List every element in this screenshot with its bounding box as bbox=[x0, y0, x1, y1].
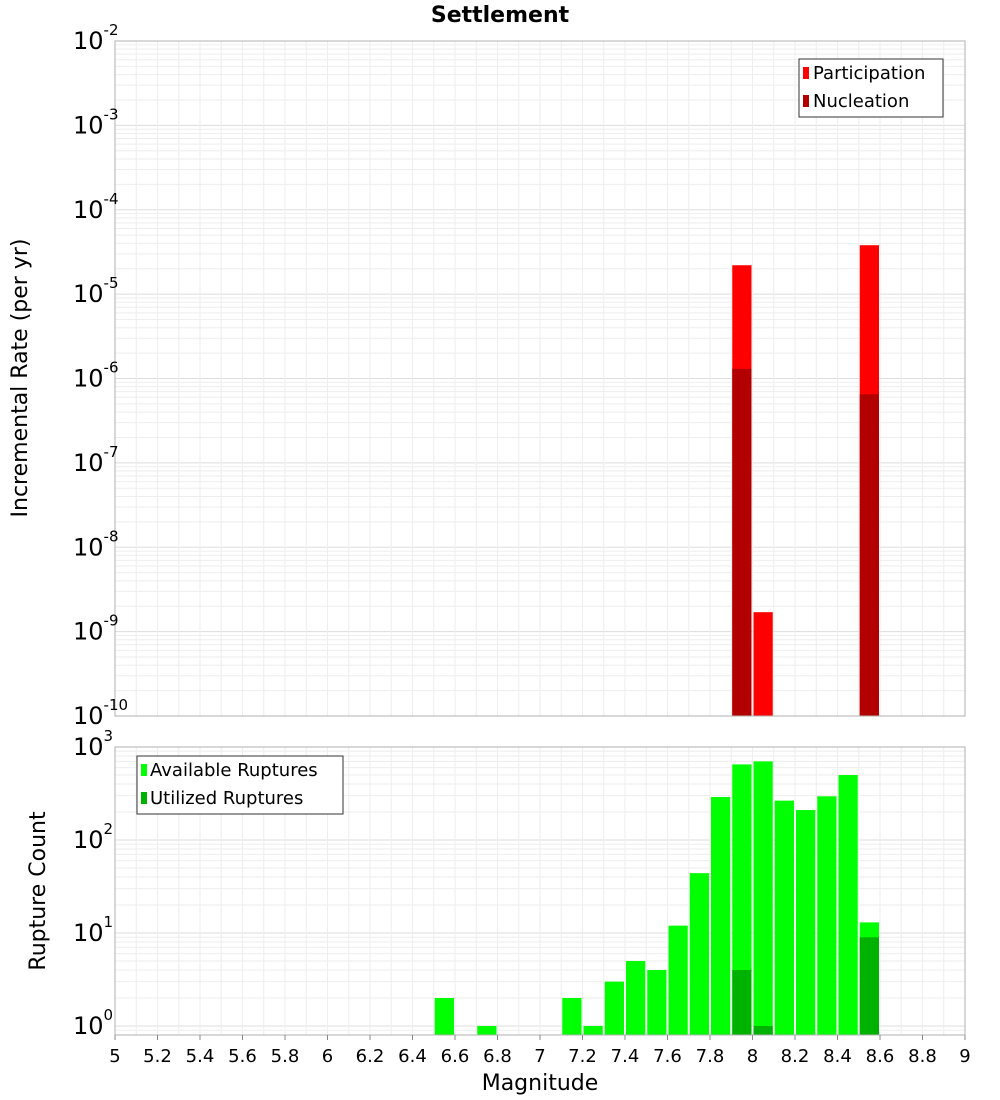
y-tick-label: 10-10 bbox=[73, 696, 128, 730]
bottom-legend: Available Ruptures Utilized Ruptures bbox=[136, 755, 344, 815]
x-tick-label: 7.8 bbox=[696, 1046, 725, 1067]
x-tick-label: 7.2 bbox=[568, 1046, 597, 1067]
bottom-y-axis-label: Rupture Count bbox=[26, 811, 51, 971]
legend-label-nucleation: Nucleation bbox=[813, 91, 909, 112]
x-tick-label: 5.8 bbox=[271, 1046, 300, 1067]
bar bbox=[562, 997, 582, 1035]
x-tick-label: 6 bbox=[322, 1046, 333, 1067]
y-tick-label: 10-3 bbox=[73, 105, 119, 139]
bar bbox=[689, 873, 709, 1035]
x-tick-label: 8.2 bbox=[781, 1046, 810, 1067]
y-tick-label: 102 bbox=[73, 820, 113, 854]
y-tick-label: 10-2 bbox=[73, 21, 119, 55]
legend-label-available-ruptures: Available Ruptures bbox=[150, 760, 318, 781]
top-y-ticks: 10-10 10-9 10-8 10-7 10-6 10-5 10-4 10-3 10-2 bbox=[73, 21, 128, 730]
bar bbox=[859, 394, 879, 716]
bar bbox=[796, 810, 816, 1035]
bar bbox=[838, 774, 858, 1035]
x-tick-label: 8 bbox=[747, 1046, 758, 1067]
legend-swatch-nucleation bbox=[803, 95, 809, 107]
bar bbox=[753, 612, 773, 716]
x-tick-label: 9 bbox=[959, 1046, 970, 1067]
x-axis-label: Magnitude bbox=[482, 1071, 599, 1096]
top-panel: 10-10 10-9 10-8 10-7 10-6 10-5 10-4 10-3 10-2 In… bbox=[8, 21, 966, 730]
x-tick-label: 6.8 bbox=[483, 1046, 512, 1067]
chart-title: Settlement bbox=[431, 3, 570, 28]
y-tick-label: 10-8 bbox=[73, 527, 119, 561]
bottom-panel: 100 101 102 103 5 5.2 5.4 5.6 5.8 6 6.2 6.4 6.6 6.8 7… bbox=[26, 727, 971, 1096]
legend-swatch-utilized-ruptures bbox=[141, 792, 147, 804]
top-y-axis-label: Incremental Rate (per yr) bbox=[8, 239, 33, 518]
top-plot-frame bbox=[114, 40, 966, 717]
y-tick-label: 103 bbox=[73, 727, 113, 761]
x-tick-label: 5.6 bbox=[228, 1046, 257, 1067]
x-tick-label: 6.6 bbox=[441, 1046, 470, 1067]
legend-label-participation: Participation bbox=[813, 63, 925, 84]
y-tick-label: 10-6 bbox=[73, 359, 119, 393]
x-tick-label: 8.4 bbox=[823, 1046, 852, 1067]
x-tick-label: 7 bbox=[534, 1046, 545, 1067]
top-bars bbox=[732, 245, 879, 717]
x-tick-label: 5.4 bbox=[186, 1046, 215, 1067]
y-tick-label: 101 bbox=[73, 913, 113, 947]
y-tick-label: 10-7 bbox=[73, 443, 119, 477]
bar bbox=[753, 1025, 773, 1035]
bar bbox=[583, 1025, 603, 1035]
bar bbox=[732, 368, 752, 716]
x-tick-label: 6.4 bbox=[398, 1046, 427, 1067]
x-tick-label: 5.2 bbox=[143, 1046, 172, 1067]
y-tick-label: 10-9 bbox=[73, 612, 119, 646]
legend-swatch-participation bbox=[803, 67, 809, 79]
bar bbox=[626, 960, 646, 1035]
bar bbox=[477, 1025, 497, 1035]
bar bbox=[732, 764, 752, 1035]
x-ticks: 5 5.2 5.4 5.6 5.8 6 6.2 6.4 6.6 6.8 7 7.2 7.4 7.6 7.8 8… bbox=[109, 1035, 971, 1067]
bar bbox=[774, 800, 794, 1035]
bar bbox=[753, 761, 773, 1035]
x-tick-label: 6.2 bbox=[356, 1046, 385, 1067]
x-tick-label: 8.6 bbox=[866, 1046, 895, 1067]
x-tick-label: 7.6 bbox=[653, 1046, 682, 1067]
legend-swatch-available-ruptures bbox=[141, 764, 147, 776]
y-tick-label: 10-4 bbox=[73, 190, 119, 224]
bar bbox=[711, 796, 731, 1035]
y-tick-label: 10-5 bbox=[73, 274, 119, 308]
bottom-bars bbox=[434, 761, 879, 1035]
bar bbox=[604, 981, 624, 1035]
bar bbox=[817, 796, 837, 1035]
top-legend: Participation Nucleation bbox=[798, 58, 944, 118]
x-tick-label: 7.4 bbox=[611, 1046, 640, 1067]
bar bbox=[434, 997, 454, 1035]
y-tick-label: 100 bbox=[73, 1006, 113, 1040]
bar bbox=[647, 969, 667, 1035]
bar bbox=[859, 937, 879, 1035]
bar bbox=[732, 969, 752, 1035]
top-grid bbox=[114, 41, 966, 717]
bar bbox=[668, 925, 688, 1035]
legend-label-utilized-ruptures: Utilized Ruptures bbox=[150, 788, 303, 809]
x-tick-label: 5 bbox=[109, 1046, 120, 1067]
x-tick-label: 8.8 bbox=[908, 1046, 937, 1067]
bottom-y-ticks: 100 101 102 103 bbox=[73, 727, 113, 1040]
